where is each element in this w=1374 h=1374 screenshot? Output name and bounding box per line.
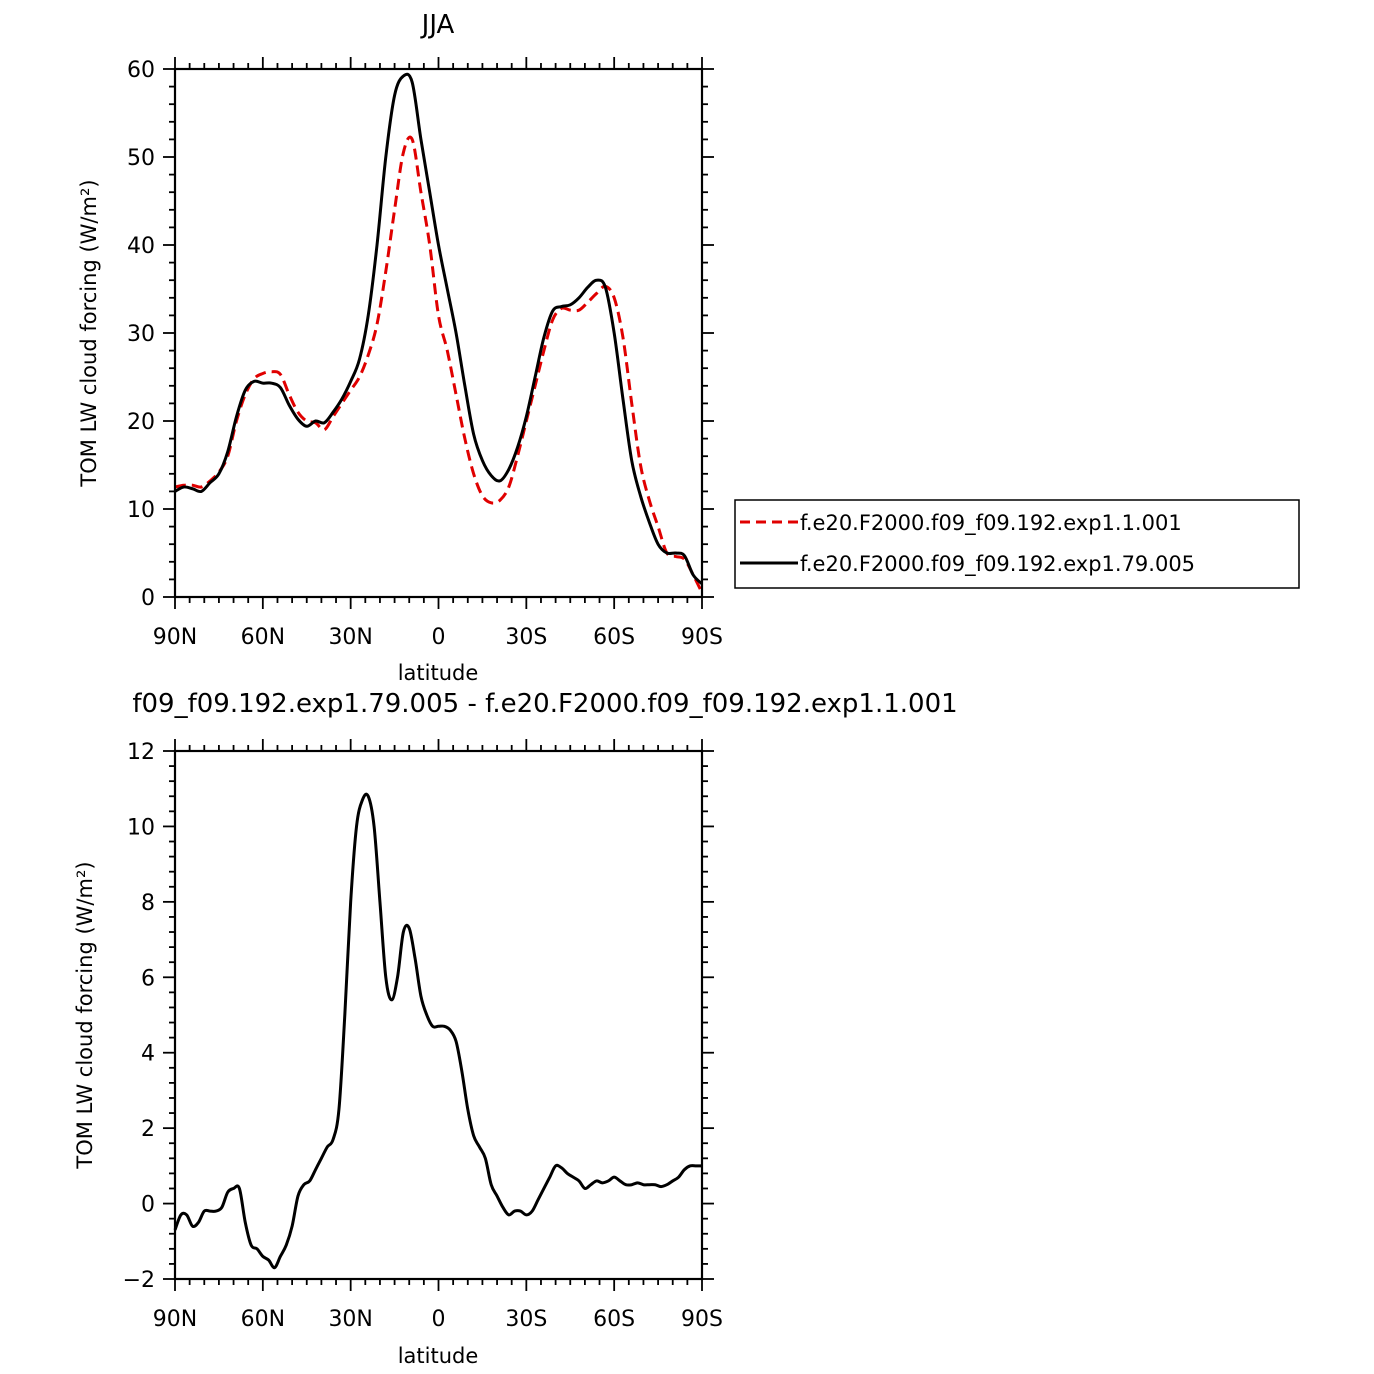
top-chart-x-tick-label: 60N	[241, 625, 285, 650]
bottom-chart-y-tick-label: −2	[123, 1268, 155, 1293]
top-chart-x-tick-label: 30S	[505, 625, 547, 650]
bottom-chart-title: f09_f09.192.exp1.79.005 - f.e20.F2000.f0…	[132, 689, 957, 719]
bottom-chart-y-axis-label: TOM LW cloud forcing (W/m²)	[73, 861, 97, 1169]
top-chart-title: JJA	[420, 10, 455, 40]
top-chart-y-tick-label: 40	[127, 234, 155, 259]
top-chart-x-tick-label: 0	[432, 625, 446, 650]
bottom-chart-y-tick-label: 4	[141, 1042, 155, 1067]
top-chart-ticks: 90N 60N 30N 0 30S 60S 90S 0 10 20 30 40 50 60	[127, 57, 723, 650]
top-chart-y-tick-label: 30	[127, 322, 155, 347]
top-chart: JJA 90N 60N 30N 0 30S 60S 90S 0 10 20 30 40 50 60 lat…	[77, 10, 1300, 685]
top-chart-y-tick-label: 10	[127, 498, 155, 523]
bottom-chart: f09_f09.192.exp1.79.005 - f.e20.F2000.f0…	[73, 689, 958, 1368]
bottom-chart-x-tick-label: 60N	[241, 1307, 285, 1332]
top-chart-y-tick-label: 0	[141, 586, 155, 611]
bottom-chart-y-tick-label: 12	[127, 740, 155, 765]
top-chart-x-tick-label: 60S	[593, 625, 635, 650]
bottom-chart-ticks: 90N 60N 30N 0 30S 60S 90S −2 0 2 4 6 8 10 12	[123, 739, 723, 1332]
top-chart-series-1-line	[174, 135, 704, 594]
top-chart-y-tick-label: 20	[127, 410, 155, 435]
legend: f.e20.F2000.f09_f09.192.exp1.1.001 f.e20…	[734, 499, 1300, 589]
bottom-chart-x-tick-label: 60S	[593, 1307, 635, 1332]
top-chart-y-tick-label: 60	[127, 58, 155, 83]
legend-box	[734, 499, 1300, 589]
top-chart-y-axis-label: TOM LW cloud forcing (W/m²)	[77, 179, 101, 487]
bottom-chart-y-tick-label: 6	[141, 966, 155, 991]
bottom-chart-x-tick-label: 30S	[505, 1307, 547, 1332]
legend-label-series-2: f.e20.F2000.f09_f09.192.exp1.79.005	[800, 552, 1195, 577]
top-chart-x-tick-label: 90S	[681, 625, 723, 650]
bottom-chart-y-tick-label: 8	[141, 891, 155, 916]
top-chart-series-2-line	[174, 72, 704, 585]
bottom-chart-x-tick-label: 30N	[328, 1307, 372, 1332]
bottom-chart-x-axis-label: latitude	[398, 1344, 479, 1368]
legend-label-series-1: f.e20.F2000.f09_f09.192.exp1.1.001	[800, 511, 1182, 536]
bottom-chart-series-group	[173, 792, 702, 1270]
bottom-chart-x-tick-label: 90N	[153, 1307, 197, 1332]
bottom-chart-series-1-line	[173, 792, 702, 1270]
top-chart-series-group	[174, 72, 704, 594]
top-chart-x-tick-label: 30N	[328, 625, 372, 650]
bottom-chart-x-tick-label: 90S	[681, 1307, 723, 1332]
bottom-chart-y-tick-label: 2	[141, 1117, 155, 1142]
bottom-chart-x-tick-label: 0	[432, 1307, 446, 1332]
top-chart-x-tick-label: 90N	[153, 625, 197, 650]
top-chart-y-tick-label: 50	[127, 146, 155, 171]
top-chart-x-axis-label: latitude	[398, 661, 479, 685]
bottom-chart-y-tick-label: 0	[141, 1193, 155, 1218]
bottom-chart-y-tick-label: 10	[127, 815, 155, 840]
